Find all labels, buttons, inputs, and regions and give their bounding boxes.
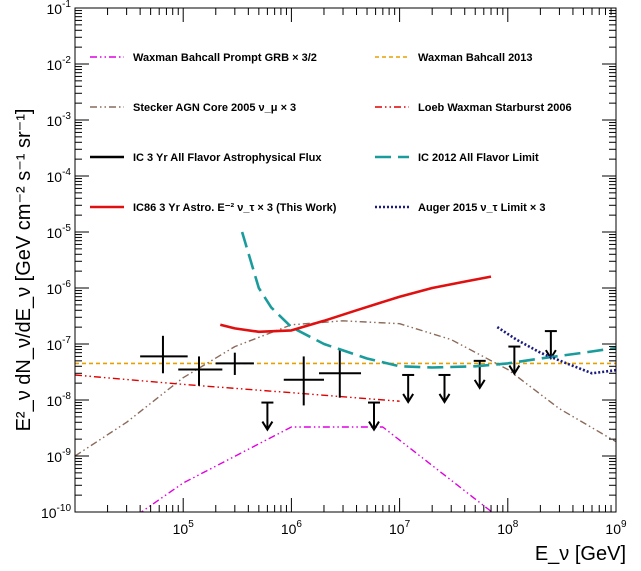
y-tick-label-6: 10-5 <box>47 223 72 241</box>
legend-entry-8: Auger 2015 ν_τ Limit × 3 <box>375 202 546 214</box>
legend-label: IC86 3 Yr Astro. E⁻² ν_τ × 3 (This Work) <box>133 202 337 214</box>
data-point-1 <box>140 335 188 374</box>
x-axis-title: E_ν [GeV] <box>535 543 626 565</box>
upper-limit-arrow-6 <box>508 345 521 376</box>
data-point-5 <box>319 349 362 398</box>
data-point-3 <box>215 352 254 375</box>
x-tick-label-2: 106 <box>281 519 303 537</box>
series-line-4 <box>75 374 400 402</box>
legend-label: Auger 2015 ν_τ Limit × 3 <box>418 202 546 214</box>
y-tick-label-2: 10-9 <box>47 447 72 465</box>
legend-label: IC 2012 All Flavor Limit <box>418 152 539 164</box>
data-point-2 <box>178 356 223 386</box>
legend-entry-3: Stecker AGN Core 2005 ν_μ × 3 <box>90 102 296 114</box>
plot-frame <box>74 7 617 513</box>
series-layer <box>75 231 616 512</box>
axis-ticks: 105 106 107 108 109 10-10 10-9 10-8 10-7 10-6 10-5… <box>41 0 627 537</box>
upper-limit-arrow-3 <box>402 373 415 404</box>
legend: Waxman Bahcall Prompt GRB × 3/2 Waxman Ba… <box>90 52 572 214</box>
series-line-8 <box>496 326 616 375</box>
legend-entry-7: IC86 3 Yr Astro. E⁻² ν_τ × 3 (This Work) <box>90 202 337 214</box>
legend-label: Loeb Waxman Starburst 2006 <box>418 102 572 114</box>
series-line-6 <box>240 231 616 369</box>
upper-limit-arrow-2 <box>368 401 381 432</box>
legend-entry-5: IC 3 Yr All Flavor Astrophysical Flux <box>90 152 322 164</box>
y-tick-label-4: 10-7 <box>47 335 72 353</box>
legend-label: Waxman Bahcall Prompt GRB × 3/2 <box>133 52 317 64</box>
y-tick-label-7: 10-4 <box>47 167 72 185</box>
y-tick-label-3: 10-8 <box>47 391 72 409</box>
legend-label: IC 3 Yr All Flavor Astrophysical Flux <box>133 152 322 164</box>
y-axis-title: E²_ν dN_ν/dE_ν [GeV cm⁻² s⁻¹ sr⁻¹] <box>13 109 35 432</box>
x-tick-label-4: 108 <box>497 519 519 537</box>
y-tick-label-9: 10-2 <box>47 55 72 73</box>
legend-label: Waxman Bahcall 2013 <box>418 52 533 64</box>
series-line-3 <box>75 320 616 457</box>
y-tick-label-10: 10-1 <box>47 0 72 17</box>
y-tick-label-5: 10-6 <box>47 279 72 297</box>
legend-entry-1: Waxman Bahcall Prompt GRB × 3/2 <box>90 52 317 64</box>
x-tick-label-3: 107 <box>389 519 411 537</box>
y-tick-label-8: 10-3 <box>47 111 72 129</box>
x-tick-label-5: 109 <box>605 519 627 537</box>
legend-label: Stecker AGN Core 2005 ν_μ × 3 <box>133 102 296 114</box>
upper-limit-arrow-1 <box>261 401 274 432</box>
y-tick-label-1: 10-10 <box>41 503 71 521</box>
x-tick-label-1: 105 <box>173 519 195 537</box>
series-line-1 <box>140 426 494 512</box>
upper-limit-arrow-4 <box>438 373 451 404</box>
legend-entry-4: Loeb Waxman Starburst 2006 <box>375 102 572 114</box>
series-line-7 <box>219 275 492 334</box>
legend-entry-6: IC 2012 All Flavor Limit <box>375 152 539 164</box>
legend-entry-2: Waxman Bahcall 2013 <box>375 52 533 64</box>
data-point-4 <box>283 356 324 406</box>
